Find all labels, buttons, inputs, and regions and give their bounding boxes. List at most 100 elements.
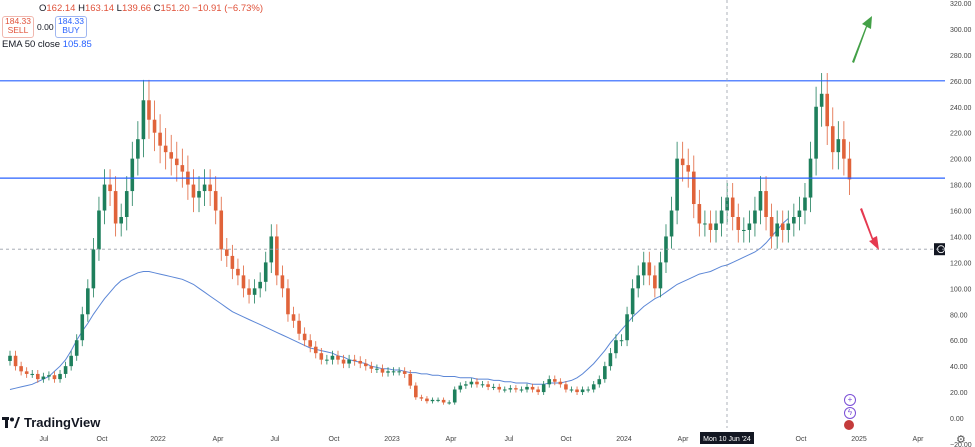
candle-body <box>658 262 663 289</box>
candle-body <box>58 373 62 380</box>
x-tick-label: 2025 <box>851 436 867 443</box>
candle-body <box>847 158 852 180</box>
candle-body <box>213 191 218 211</box>
candle-body <box>30 373 35 375</box>
candle-body <box>797 210 802 217</box>
candle-body <box>297 320 301 334</box>
y-tick-label: 120.00 <box>950 260 972 267</box>
candle-body <box>74 340 79 356</box>
candle-body <box>258 281 262 289</box>
crosshair-date-box <box>700 432 754 444</box>
candle-body <box>397 371 401 373</box>
candle-body <box>825 93 830 127</box>
change-value: −10.91 (−6.73%) <box>192 3 264 14</box>
candle-body <box>647 262 652 276</box>
y-tick-label: 60.00 <box>950 338 968 345</box>
candle-body <box>163 145 168 153</box>
candle-body <box>441 399 446 403</box>
candle-body <box>341 359 346 364</box>
candle-body <box>464 384 468 386</box>
candle-body <box>236 268 240 276</box>
candle-body <box>241 275 246 289</box>
candle-body <box>35 373 40 380</box>
gear-icon[interactable]: ⚙ <box>956 434 966 446</box>
candle-body <box>653 275 657 289</box>
trend-arrows <box>852 16 879 250</box>
price-axis: 320.00 300.00 280.00 260.00 240.00 220.00 200.… <box>945 0 975 447</box>
candle-body <box>591 384 596 390</box>
lightning-event-icon[interactable]: ϟ <box>844 407 856 419</box>
open-value: 162.14 <box>46 3 76 14</box>
y-tick-label: 0.00 <box>950 416 964 423</box>
x-tick-label: Oct <box>561 436 572 443</box>
red-down-arrow-icon <box>860 208 879 250</box>
candle-body <box>414 385 418 398</box>
candle-body <box>319 353 324 360</box>
y-tick-label: 80.00 <box>950 312 968 319</box>
y-tick-label: 240.00 <box>950 105 972 112</box>
candle-body <box>580 389 585 393</box>
candle-body <box>686 165 691 172</box>
close-label: C <box>153 3 161 14</box>
high-label: H <box>78 3 85 14</box>
candle-body <box>747 223 752 230</box>
candle-body <box>24 371 29 374</box>
candle-body <box>247 288 251 295</box>
candle-body <box>491 386 496 388</box>
x-tick-label: Apr <box>678 436 690 443</box>
candle-body <box>124 191 129 217</box>
candle-body <box>641 262 646 276</box>
candle-body <box>263 262 268 282</box>
candle-body <box>569 389 574 391</box>
x-tick-label: Apr <box>446 436 458 443</box>
tradingview-logo[interactable]: TradingView <box>2 415 100 430</box>
candle-body <box>819 93 824 107</box>
candles <box>8 73 852 405</box>
candle-body <box>41 376 46 380</box>
y-tick-label: 200.00 <box>950 157 972 164</box>
candle-body <box>380 368 385 373</box>
x-tick-label: Jul <box>271 436 280 443</box>
candle-body <box>286 288 290 315</box>
close-value: 151.20 <box>160 3 190 14</box>
sell-price: 184.33 <box>5 16 31 26</box>
candle-body <box>619 340 624 342</box>
candle-body <box>458 385 463 390</box>
candle-body <box>291 314 296 321</box>
candle-body <box>775 223 779 237</box>
candle-body <box>475 381 479 385</box>
candle-body <box>753 210 757 224</box>
y-tick-label: 300.00 <box>950 27 972 34</box>
y-tick-label: 100.00 <box>950 286 972 293</box>
x-tick-label: Oct <box>329 436 340 443</box>
sell-button[interactable]: 184.33 SELL <box>2 16 34 38</box>
candle-body <box>147 100 151 120</box>
candle-body <box>141 100 146 140</box>
y-tick-label: 220.00 <box>950 131 972 138</box>
candle-body <box>191 184 196 198</box>
candle-body <box>541 384 546 393</box>
plus-event-icon[interactable]: + <box>844 394 856 406</box>
candle-body <box>358 360 363 364</box>
candle-body <box>336 355 340 360</box>
y-tick-label: 20.00 <box>950 390 968 397</box>
candle-body <box>280 275 285 289</box>
candle-body <box>202 184 207 192</box>
candle-body <box>369 366 374 369</box>
candle-body <box>575 389 579 393</box>
candle-body <box>330 355 335 360</box>
low-label: L <box>116 3 122 14</box>
indicator-legend[interactable]: EMA 50 close 105.85 <box>2 39 92 50</box>
indicator-label: EMA 50 close <box>2 39 61 50</box>
x-tick-label: 2024 <box>616 436 632 443</box>
candle-body <box>480 384 485 386</box>
green-up-arrow-icon <box>852 16 872 63</box>
candle-body <box>603 366 607 380</box>
candle-body <box>408 373 413 386</box>
buy-button[interactable]: 184.33 BUY <box>55 16 87 38</box>
candle-body <box>769 217 774 237</box>
us-flag-icon[interactable] <box>844 420 854 430</box>
candle-body <box>697 204 702 224</box>
candle-body <box>836 139 841 153</box>
